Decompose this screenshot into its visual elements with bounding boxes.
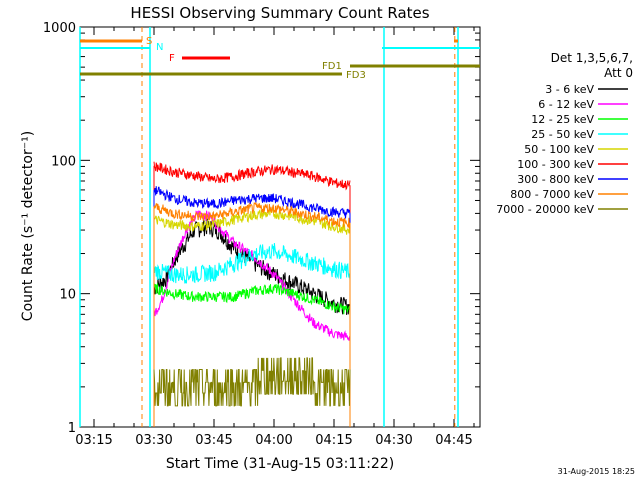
x-axis-label: Start Time (31-Aug-15 03:11:22) <box>166 456 394 472</box>
x-tick-label: 03:15 <box>75 433 112 448</box>
legend-label: 800 - 7000 keV <box>510 188 594 201</box>
series-line-6 <box>153 186 351 219</box>
y-tick-label: 10 <box>59 288 76 303</box>
saa-label: S <box>146 36 152 47</box>
x-tick-label: 03:30 <box>135 433 172 448</box>
legend-header-line2: Att 0 <box>604 66 633 80</box>
fd3-label: FD3 <box>346 70 366 81</box>
y-tick-label: 100 <box>51 154 76 169</box>
legend-label: 3 - 6 keV <box>545 83 594 96</box>
y-tick-label: 1000 <box>43 21 76 36</box>
legend-label: 300 - 800 keV <box>517 173 594 186</box>
legend-label: 7000 - 20000 keV <box>496 203 594 216</box>
legend-label: 100 - 300 keV <box>517 158 594 171</box>
x-tick-label: 04:30 <box>375 433 412 448</box>
legend-label: 25 - 50 keV <box>531 128 594 141</box>
x-tick-label: 04:45 <box>435 433 472 448</box>
plot-area: 1 10 100 1000 03:15 03:30 03:45 04:00 04:15 04:30… <box>43 21 481 448</box>
legend-label: 6 - 12 keV <box>538 98 594 111</box>
series-line-7 <box>153 201 351 229</box>
footer-timestamp: 31-Aug-2015 18:25 <box>558 467 635 476</box>
legend: 3 - 6 keV 6 - 12 keV 12 - 25 keV 25 - 50 ke… <box>496 83 628 216</box>
legend-label: 50 - 100 keV <box>524 143 594 156</box>
series-line-2 <box>153 282 351 315</box>
x-tick-label: 03:45 <box>195 433 232 448</box>
y-tick-label: 1 <box>68 421 76 436</box>
legend-label: 12 - 25 keV <box>531 113 594 126</box>
flare-label: F <box>169 53 175 64</box>
chart-title: HESSI Observing Summary Count Rates <box>130 4 429 22</box>
series-line-4 <box>153 208 351 235</box>
legend-header-line1: Det 1,3,5,6,7, <box>551 51 633 65</box>
fd1-label: FD1 <box>322 61 342 72</box>
series-line-8 <box>153 357 351 407</box>
series-line-5 <box>153 161 351 191</box>
series-line-3 <box>153 242 351 284</box>
y-axis-label: Count Rate (s⁻¹ detector⁻¹) <box>20 131 36 321</box>
x-tick-label: 04:00 <box>255 433 292 448</box>
series-line-1 <box>153 210 351 341</box>
x-tick-label: 04:15 <box>315 433 352 448</box>
night-label: N <box>156 42 163 53</box>
